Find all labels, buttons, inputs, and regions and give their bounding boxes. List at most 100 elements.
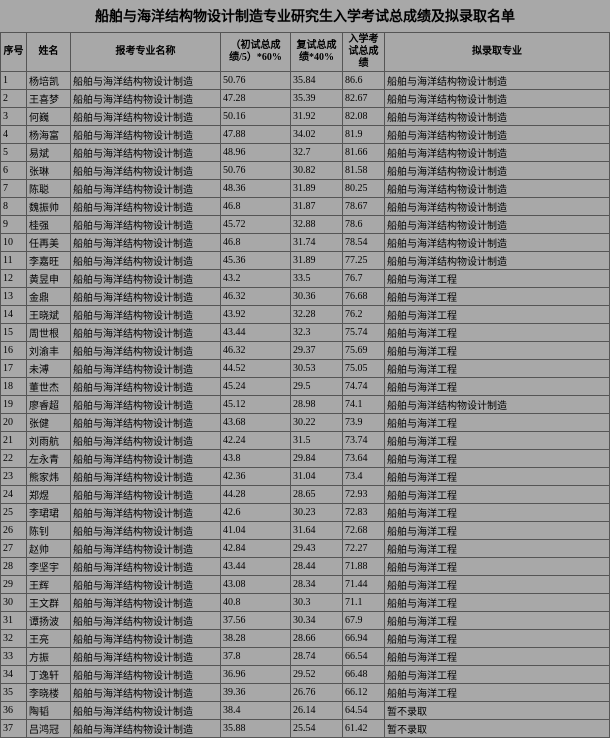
cell: 周世根 bbox=[27, 324, 71, 342]
cell: 暂不录取 bbox=[385, 702, 610, 720]
cell: 黄昱申 bbox=[27, 270, 71, 288]
cell: 78.54 bbox=[343, 234, 385, 252]
cell: 郑煜 bbox=[27, 486, 71, 504]
cell: 陈钊 bbox=[27, 522, 71, 540]
cell: 50.76 bbox=[221, 162, 291, 180]
cell: 64.54 bbox=[343, 702, 385, 720]
cell: 31.04 bbox=[291, 468, 343, 486]
table-row: 36陶韬船舶与海洋结构物设计制造38.426.1464.54暂不录取 bbox=[1, 702, 610, 720]
cell: 45.12 bbox=[221, 396, 291, 414]
cell: 81.58 bbox=[343, 162, 385, 180]
cell: 船舶与海洋工程 bbox=[385, 684, 610, 702]
cell: 7 bbox=[1, 180, 27, 198]
cell: 李晓楼 bbox=[27, 684, 71, 702]
cell: 船舶与海洋结构物设计制造 bbox=[385, 198, 610, 216]
cell: 34.02 bbox=[291, 126, 343, 144]
cell: 船舶与海洋结构物设计制造 bbox=[71, 288, 221, 306]
table-row: 28李坚宇船舶与海洋结构物设计制造43.4428.4471.88船舶与海洋工程 bbox=[1, 558, 610, 576]
cell: 75.05 bbox=[343, 360, 385, 378]
cell: 船舶与海洋工程 bbox=[385, 324, 610, 342]
cell: 19 bbox=[1, 396, 27, 414]
cell: 43.44 bbox=[221, 558, 291, 576]
table-row: 27赵帅船舶与海洋结构物设计制造42.8429.4372.27船舶与海洋工程 bbox=[1, 540, 610, 558]
cell: 丁逸轩 bbox=[27, 666, 71, 684]
cell: 42.6 bbox=[221, 504, 291, 522]
cell: 船舶与海洋结构物设计制造 bbox=[71, 108, 221, 126]
cell: 77.25 bbox=[343, 252, 385, 270]
cell: 29.84 bbox=[291, 450, 343, 468]
cell: 船舶与海洋结构物设计制造 bbox=[71, 558, 221, 576]
cell: 吕鸿冠 bbox=[27, 720, 71, 738]
cell: 30.82 bbox=[291, 162, 343, 180]
table-row: 4杨海富船舶与海洋结构物设计制造47.8834.0281.9船舶与海洋结构物设计… bbox=[1, 126, 610, 144]
cell: 39.36 bbox=[221, 684, 291, 702]
table-row: 5易斌船舶与海洋结构物设计制造48.9632.781.66船舶与海洋结构物设计制… bbox=[1, 144, 610, 162]
cell: 46.8 bbox=[221, 234, 291, 252]
cell: 船舶与海洋结构物设计制造 bbox=[71, 432, 221, 450]
cell: 31.89 bbox=[291, 252, 343, 270]
table-row: 30王文群船舶与海洋结构物设计制造40.830.371.1船舶与海洋工程 bbox=[1, 594, 610, 612]
cell: 31.89 bbox=[291, 180, 343, 198]
cell: 陶韬 bbox=[27, 702, 71, 720]
cell: 29.5 bbox=[291, 378, 343, 396]
cell: 66.12 bbox=[343, 684, 385, 702]
cell: 82.08 bbox=[343, 108, 385, 126]
cell: 31.5 bbox=[291, 432, 343, 450]
cell: 31.64 bbox=[291, 522, 343, 540]
cell: 船舶与海洋结构物设计制造 bbox=[71, 162, 221, 180]
cell: 73.64 bbox=[343, 450, 385, 468]
cell: 47.28 bbox=[221, 90, 291, 108]
col-seq: 序号 bbox=[1, 33, 27, 72]
table-row: 21刘雨航船舶与海洋结构物设计制造42.2431.573.74船舶与海洋工程 bbox=[1, 432, 610, 450]
cell: 王喜梦 bbox=[27, 90, 71, 108]
table-row: 22左永青船舶与海洋结构物设计制造43.829.8473.64船舶与海洋工程 bbox=[1, 450, 610, 468]
table-header-row: 序号 姓名 报考专业名称 （初试总成绩/5）*60% 复试总成绩*40% 入学考… bbox=[1, 33, 610, 72]
cell: 25 bbox=[1, 504, 27, 522]
cell: 船舶与海洋结构物设计制造 bbox=[71, 252, 221, 270]
admission-table: 序号 姓名 报考专业名称 （初试总成绩/5）*60% 复试总成绩*40% 入学考… bbox=[0, 32, 610, 738]
cell: 26 bbox=[1, 522, 27, 540]
cell: 5 bbox=[1, 144, 27, 162]
cell: 20 bbox=[1, 414, 27, 432]
cell: 76.7 bbox=[343, 270, 385, 288]
cell: 王晓斌 bbox=[27, 306, 71, 324]
table-row: 9桂强船舶与海洋结构物设计制造45.7232.8878.6船舶与海洋结构物设计制… bbox=[1, 216, 610, 234]
table-row: 12黄昱申船舶与海洋结构物设计制造43.233.576.7船舶与海洋工程 bbox=[1, 270, 610, 288]
cell: 30 bbox=[1, 594, 27, 612]
cell: 28.34 bbox=[291, 576, 343, 594]
cell: 72.68 bbox=[343, 522, 385, 540]
cell: 32.88 bbox=[291, 216, 343, 234]
cell: 33.5 bbox=[291, 270, 343, 288]
cell: 21 bbox=[1, 432, 27, 450]
cell: 船舶与海洋结构物设计制造 bbox=[385, 162, 610, 180]
cell: 船舶与海洋结构物设计制造 bbox=[71, 234, 221, 252]
table-row: 6张琳船舶与海洋结构物设计制造50.7630.8281.58船舶与海洋结构物设计… bbox=[1, 162, 610, 180]
cell: 76.2 bbox=[343, 306, 385, 324]
cell: 何巍 bbox=[27, 108, 71, 126]
cell: 船舶与海洋结构物设计制造 bbox=[385, 144, 610, 162]
cell: 28 bbox=[1, 558, 27, 576]
cell: 73.74 bbox=[343, 432, 385, 450]
cell: 船舶与海洋结构物设计制造 bbox=[71, 504, 221, 522]
cell: 28.74 bbox=[291, 648, 343, 666]
cell: 船舶与海洋结构物设计制造 bbox=[385, 216, 610, 234]
cell: 张健 bbox=[27, 414, 71, 432]
cell: 73.4 bbox=[343, 468, 385, 486]
cell: 杨培凯 bbox=[27, 72, 71, 90]
cell: 27 bbox=[1, 540, 27, 558]
cell: 37.56 bbox=[221, 612, 291, 630]
cell: 42.84 bbox=[221, 540, 291, 558]
cell: 82.67 bbox=[343, 90, 385, 108]
cell: 78.67 bbox=[343, 198, 385, 216]
table-row: 24郑煜船舶与海洋结构物设计制造44.2828.6572.93船舶与海洋工程 bbox=[1, 486, 610, 504]
cell: 31.87 bbox=[291, 198, 343, 216]
table-row: 2王喜梦船舶与海洋结构物设计制造47.2835.3982.67船舶与海洋结构物设… bbox=[1, 90, 610, 108]
cell: 28.66 bbox=[291, 630, 343, 648]
cell: 29 bbox=[1, 576, 27, 594]
cell: 船舶与海洋结构物设计制造 bbox=[71, 306, 221, 324]
cell: 42.36 bbox=[221, 468, 291, 486]
cell: 61.42 bbox=[343, 720, 385, 738]
cell: 8 bbox=[1, 198, 27, 216]
cell: 船舶与海洋结构物设计制造 bbox=[385, 72, 610, 90]
cell: 45.24 bbox=[221, 378, 291, 396]
